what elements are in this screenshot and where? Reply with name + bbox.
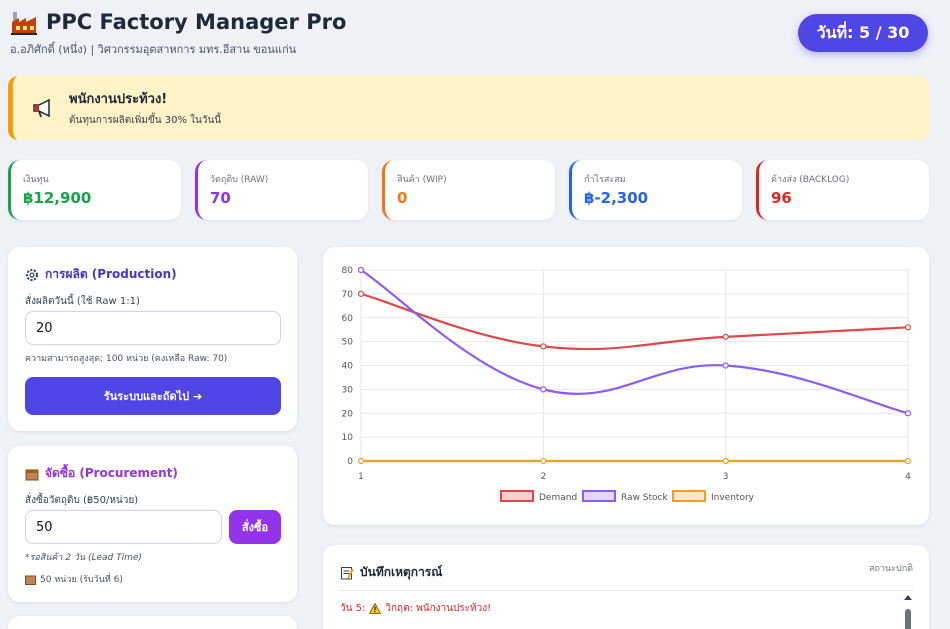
- box-icon: [25, 469, 39, 480]
- box-icon: [25, 575, 36, 585]
- legend-swatch: [672, 490, 706, 502]
- stat-value: ฿-2,300: [584, 189, 649, 207]
- stat-card-capital: เงินทุน ฿12,900: [8, 160, 181, 220]
- warning-icon: [369, 603, 382, 614]
- stat-card-backlog: ค้างส่ง (BACKLOG) 96: [756, 160, 929, 220]
- procurement-title: จัดซื้อ (Procurement): [45, 466, 178, 480]
- data-point: [722, 362, 729, 369]
- x-tick-label: 3: [723, 472, 729, 482]
- data-point: [722, 333, 729, 340]
- procurement-qty-input[interactable]: 50: [25, 510, 222, 544]
- pending-order-text: 50 หน่วย (รับวันที่ 6): [40, 575, 123, 585]
- y-tick-label: 30: [342, 385, 354, 395]
- legend-swatch: [582, 490, 616, 502]
- day-counter-badge: วันที่: 5 / 30: [798, 14, 928, 52]
- data-point: [357, 290, 365, 297]
- scroll-up-arrow-icon[interactable]: [903, 593, 913, 629]
- next-card-partial: [8, 616, 297, 629]
- event-alert: พนักงานประท้วง! ต้นทุนการผลิตเพิ่มขึ้น 3…: [8, 76, 929, 140]
- log-entry-text: วิกฤต: พนักงานประท้วง!: [385, 603, 492, 614]
- event-log-title-row: บันทึกเหตุการณ์: [340, 563, 442, 582]
- log-entry: วัน 5: วิกฤต: พนักงานประท้วง!: [340, 601, 491, 616]
- status-text: สถานะปกติ: [869, 564, 913, 574]
- megaphone-icon: [33, 98, 50, 118]
- event-log-title: บันทึกเหตุการณ์: [360, 565, 443, 579]
- data-point: [904, 324, 912, 331]
- series-line-raw-stock: [360, 269, 909, 415]
- data-point: [722, 457, 729, 465]
- app-title: PPC Factory Manager Pro: [46, 10, 347, 34]
- y-tick-label: 60: [342, 314, 354, 324]
- data-point: [540, 457, 547, 465]
- y-tick-label: 80: [342, 266, 354, 276]
- stat-value: 70: [210, 189, 231, 207]
- procurement-title-row: จัดซื้อ (Procurement): [25, 464, 178, 483]
- data-point: [540, 386, 547, 393]
- y-tick-label: 10: [342, 433, 354, 443]
- data-point: [357, 457, 365, 465]
- y-tick-label: 40: [342, 362, 354, 372]
- stat-label: เงินทุน: [23, 175, 49, 185]
- procurement-qty-label: สั่งซื้อวัตถุดิบ (฿50/หน่วย): [25, 495, 139, 506]
- stat-label: กำไรสะสม: [584, 175, 626, 185]
- data-point: [357, 266, 365, 274]
- run-next-day-button[interactable]: รันระบบและถัดไป ➔: [25, 377, 281, 415]
- app-header: PPC Factory Manager Pro: [10, 8, 346, 36]
- data-point: [540, 343, 547, 350]
- stat-card-wip: สินค้า (WIP) 0: [382, 160, 555, 220]
- legend-swatch: [500, 490, 534, 502]
- alert-title: พนักงานประท้วง!: [69, 92, 168, 107]
- gear-icon: [26, 268, 38, 281]
- data-point: [904, 410, 912, 417]
- stat-value: 0: [397, 189, 408, 207]
- procurement-card: จัดซื้อ (Procurement) สั่งซื้อวัตถุดิบ (…: [8, 446, 297, 602]
- stat-label: วัตถุดิบ (RAW): [210, 175, 269, 185]
- lead-time-note: *รอสินค้า 2 วัน (Lead Time): [25, 553, 142, 563]
- y-tick-label: 0: [347, 457, 353, 467]
- data-point: [904, 457, 912, 465]
- stat-value: ฿12,900: [23, 189, 92, 207]
- x-tick-label: 4: [905, 472, 911, 482]
- production-qty-label: สั่งผลิตวันนี้ (ใช้ Raw 1:1): [25, 296, 140, 307]
- legend-label: Demand: [539, 493, 577, 503]
- log-scrollbar[interactable]: [903, 593, 913, 629]
- production-title-row: การผลิต (Production): [25, 265, 177, 284]
- y-tick-label: 70: [342, 290, 354, 300]
- production-qty-input[interactable]: 20: [25, 311, 281, 345]
- x-tick-label: 2: [540, 472, 546, 482]
- alert-body: ต้นทุนการผลิตเพิ่มขึ้น 30% ในวันนี้: [69, 115, 222, 126]
- divider: [340, 590, 913, 591]
- legend-label: Inventory: [711, 493, 755, 503]
- log-entry-day: วัน 5:: [340, 603, 366, 614]
- stat-label: ค้างส่ง (BACKLOG): [771, 175, 850, 185]
- memo-icon: [341, 566, 354, 579]
- y-tick-label: 50: [342, 338, 354, 348]
- stat-card-raw: วัตถุดิบ (RAW) 70: [195, 160, 368, 220]
- series-line-demand: [360, 292, 909, 351]
- stat-label: สินค้า (WIP): [397, 175, 447, 185]
- order-button[interactable]: สั่งซื้อ: [229, 510, 281, 544]
- pending-order: 50 หน่วย (รับวันที่ 6): [25, 572, 123, 586]
- stat-value: 96: [771, 189, 792, 207]
- stat-card-profit: กำไรสะสม ฿-2,300: [569, 160, 742, 220]
- production-title: การผลิต (Production): [45, 267, 177, 281]
- production-card: การผลิต (Production) สั่งผลิตวันนี้ (ใช้…: [8, 247, 297, 431]
- y-tick-label: 20: [342, 409, 354, 419]
- production-capacity-hint: ความสามารถสูงสุด: 100 หน่วย (คงเหลือ Raw…: [25, 354, 228, 364]
- x-tick-label: 1: [358, 472, 364, 482]
- event-log-card: บันทึกเหตุการณ์ สถานะปกติ วัน 5: วิกฤต: …: [323, 545, 929, 629]
- factory-icon: [11, 12, 37, 35]
- chart-card: 0 10 20 30 40 50 60 70 80 1 2 3 4 Demand Raw Stock Inve…: [323, 247, 929, 525]
- app-subtitle: อ.อภิศักดิ์ (หนึ่ง) | วิศวกรรมอุตสาหการ …: [10, 43, 297, 56]
- chart-svg: 0 10 20 30 40 50 60 70 80 1 2 3 4 Demand Raw Stock Inve…: [342, 266, 912, 503]
- legend-label: Raw Stock: [621, 493, 668, 503]
